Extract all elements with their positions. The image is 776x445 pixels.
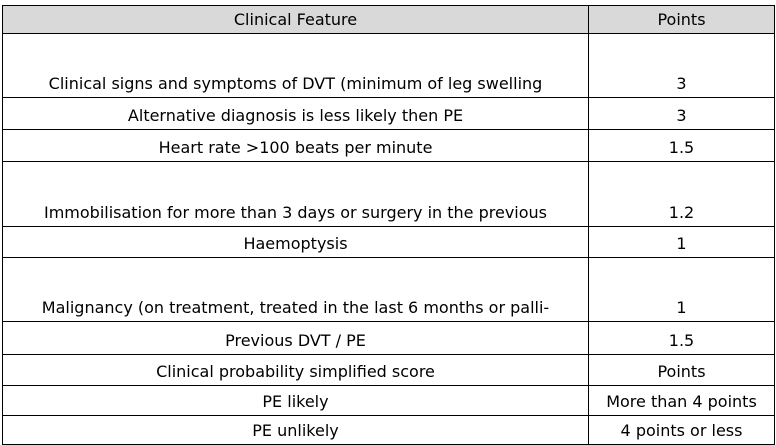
feature-cell: Heart rate >100 beats per minute — [2, 129, 589, 162]
table-row: PE unlikely 4 points or less — [2, 415, 775, 445]
table-row: Haemoptysis 1 — [2, 226, 775, 258]
criteria-table: Clinical Feature Points Clinical signs a… — [2, 5, 775, 445]
table-row: PE likely More than 4 points — [2, 385, 775, 416]
points-cell: Points — [588, 354, 775, 386]
header-cell: Points — [588, 5, 775, 34]
feature-cell: Clinical signs and symptoms of DVT (mini… — [2, 33, 589, 98]
feature-cell: PE unlikely — [2, 415, 589, 445]
table-row: Heart rate >100 beats per minute 1.5 — [2, 129, 775, 162]
points-cell: 1 — [588, 226, 775, 258]
points-cell: 1.2 — [588, 161, 775, 227]
points-cell: 1.5 — [588, 321, 775, 355]
feature-cell: Alternative diagnosis is less likely the… — [2, 97, 589, 130]
table-row: Clinical probability simplified score Poi… — [2, 354, 775, 386]
table-row: Previous DVT / PE 1.5 — [2, 321, 775, 355]
points-cell: 4 points or less — [588, 415, 775, 445]
points-cell: 1.5 — [588, 129, 775, 162]
points-cell: 1 — [588, 257, 775, 322]
table-row: Clinical signs and symptoms of DVT (mini… — [2, 33, 775, 98]
feature-cell: Malignancy (on treatment, treated in the… — [2, 257, 589, 322]
header-cell: Clinical Feature — [2, 5, 589, 34]
feature-cell: Clinical probability simplified score — [2, 354, 589, 386]
points-cell: More than 4 points — [588, 385, 775, 416]
feature-cell: PE likely — [2, 385, 589, 416]
feature-cell: Immobilisation for more than 3 days or s… — [2, 161, 589, 227]
table-row: Immobilisation for more than 3 days or s… — [2, 161, 775, 227]
table-row: Malignancy (on treatment, treated in the… — [2, 257, 775, 322]
table-row: Alternative diagnosis is less likely the… — [2, 97, 775, 130]
feature-cell: Haemoptysis — [2, 226, 589, 258]
feature-cell: Previous DVT / PE — [2, 321, 589, 355]
table-body: Clinical Feature Points Clinical signs a… — [2, 5, 775, 445]
header-row: Clinical Feature Points — [2, 5, 775, 34]
points-cell: 3 — [588, 97, 775, 130]
points-cell: 3 — [588, 33, 775, 98]
